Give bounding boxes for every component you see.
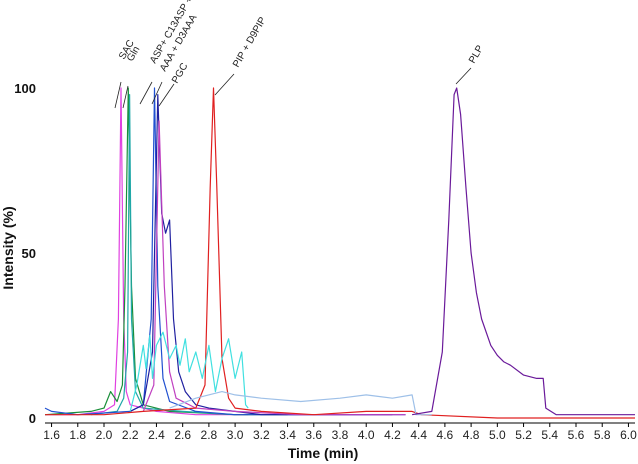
annotation-label: PIP + D9PIP — [231, 15, 269, 69]
y-tick-label: 50 — [22, 246, 36, 261]
x-tick-label: 4.2 — [384, 428, 401, 442]
x-tick-label: 5.6 — [568, 428, 585, 442]
annotation-label: PGC — [170, 61, 190, 85]
axes-layer: 1.6 1.8 2.0 2.2 2.4 2.6 2.8 3.0 3.2 3.4 3.6 3.8 4.0 4… — [14, 81, 637, 442]
series-line-2 — [44, 87, 288, 416]
x-tick-label: 6.0 — [620, 428, 637, 442]
annotation-leader — [158, 83, 175, 107]
x-tick-label: 2.0 — [96, 428, 113, 442]
x-tick-label: 3.2 — [253, 428, 270, 442]
annotation-leader — [214, 73, 235, 96]
x-tick-label: 5.0 — [489, 428, 506, 442]
x-tick-label: 4.6 — [437, 428, 454, 442]
series-line-1 — [45, 87, 249, 416]
x-tick-label: 3.6 — [305, 428, 322, 442]
x-tick-label: 5.8 — [594, 428, 611, 442]
x-tick-label: 3.4 — [279, 428, 296, 442]
x-axis-title: Time (min) — [288, 445, 359, 461]
x-tick-label: 3.0 — [227, 428, 244, 442]
y-axis-title: Intensity (%) — [0, 206, 16, 289]
series-line-9 — [169, 391, 432, 416]
y-tick-label: 100 — [14, 81, 36, 96]
annotation-leader — [455, 67, 472, 85]
series-line-4 — [44, 87, 406, 416]
y-tick-label: 0 — [29, 411, 36, 426]
x-tick-label: 2.4 — [148, 428, 165, 442]
x-tick-label: 2.8 — [201, 428, 218, 442]
x-tick-label: 4.0 — [358, 428, 375, 442]
series-line-6 — [142, 120, 406, 416]
annotation-leader — [114, 81, 122, 109]
x-tick-label: 2.6 — [174, 428, 191, 442]
series-line-8 — [129, 331, 249, 412]
annotation-label: PLP — [467, 43, 486, 65]
series-layer — [44, 87, 635, 419]
x-tick-label: 1.6 — [43, 428, 60, 442]
annotation-leader — [122, 85, 129, 109]
x-tick-label: 1.8 — [69, 428, 86, 442]
x-tick-label: 3.8 — [332, 428, 349, 442]
x-tick-label: 2.2 — [122, 428, 139, 442]
series-line-10 — [412, 87, 635, 416]
x-tick-label: 5.4 — [541, 428, 558, 442]
annotation-leader — [151, 81, 163, 105]
x-tick-label: 5.2 — [515, 428, 532, 442]
x-tick-label: 4.4 — [410, 428, 427, 442]
annotation-leader — [139, 81, 153, 105]
x-tick-label: 4.8 — [463, 428, 480, 442]
series-line-7 — [45, 87, 635, 419]
